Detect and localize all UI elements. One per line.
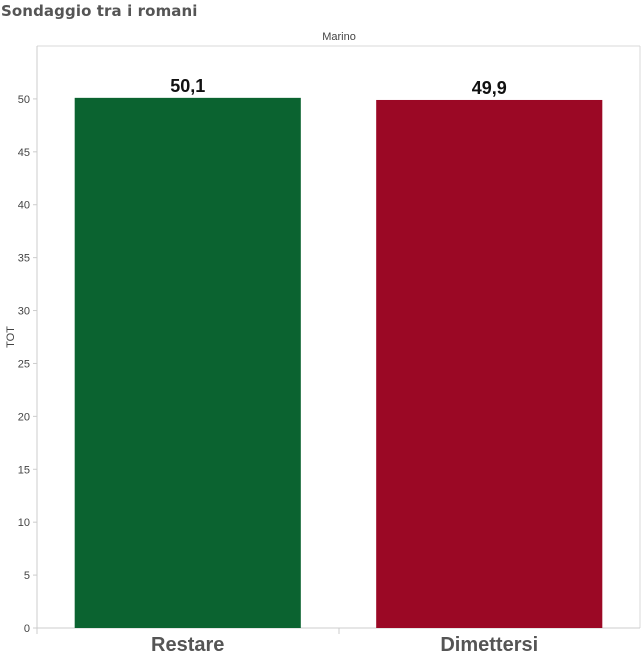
y-tick-label: 15: [18, 464, 30, 476]
category-labels-group: Restare Dimettersi: [151, 634, 538, 656]
y-tick-label: 10: [18, 517, 30, 529]
category-label-restare: Restare: [151, 634, 224, 656]
bars-group: [74, 97, 603, 629]
value-labels-group: 50,1 49,9: [170, 76, 507, 98]
bar-dimettersi: [376, 99, 603, 628]
panel-label: Marino: [322, 31, 356, 43]
category-label-dimettersi: Dimettersi: [440, 634, 538, 656]
y-tick-label: 20: [18, 411, 30, 423]
y-axis-title: TOT: [5, 326, 17, 348]
y-tick-label: 40: [18, 200, 30, 212]
y-tick-label: 45: [18, 147, 30, 159]
y-tick-label: 30: [18, 306, 30, 318]
y-axis-ticks: 0 5 10 15 20 25 30 35 40 45 50: [18, 94, 37, 635]
y-tick-label: 35: [18, 253, 30, 265]
y-tick-label: 0: [24, 623, 30, 635]
value-label-restare: 50,1: [170, 76, 205, 96]
bar-restare: [74, 97, 301, 629]
y-tick-label: 5: [24, 570, 30, 582]
chart-title: Sondaggio tra i romani: [1, 2, 198, 20]
value-label-dimettersi: 49,9: [472, 78, 507, 98]
y-tick-label: 50: [18, 94, 30, 106]
y-tick-label: 25: [18, 358, 30, 370]
